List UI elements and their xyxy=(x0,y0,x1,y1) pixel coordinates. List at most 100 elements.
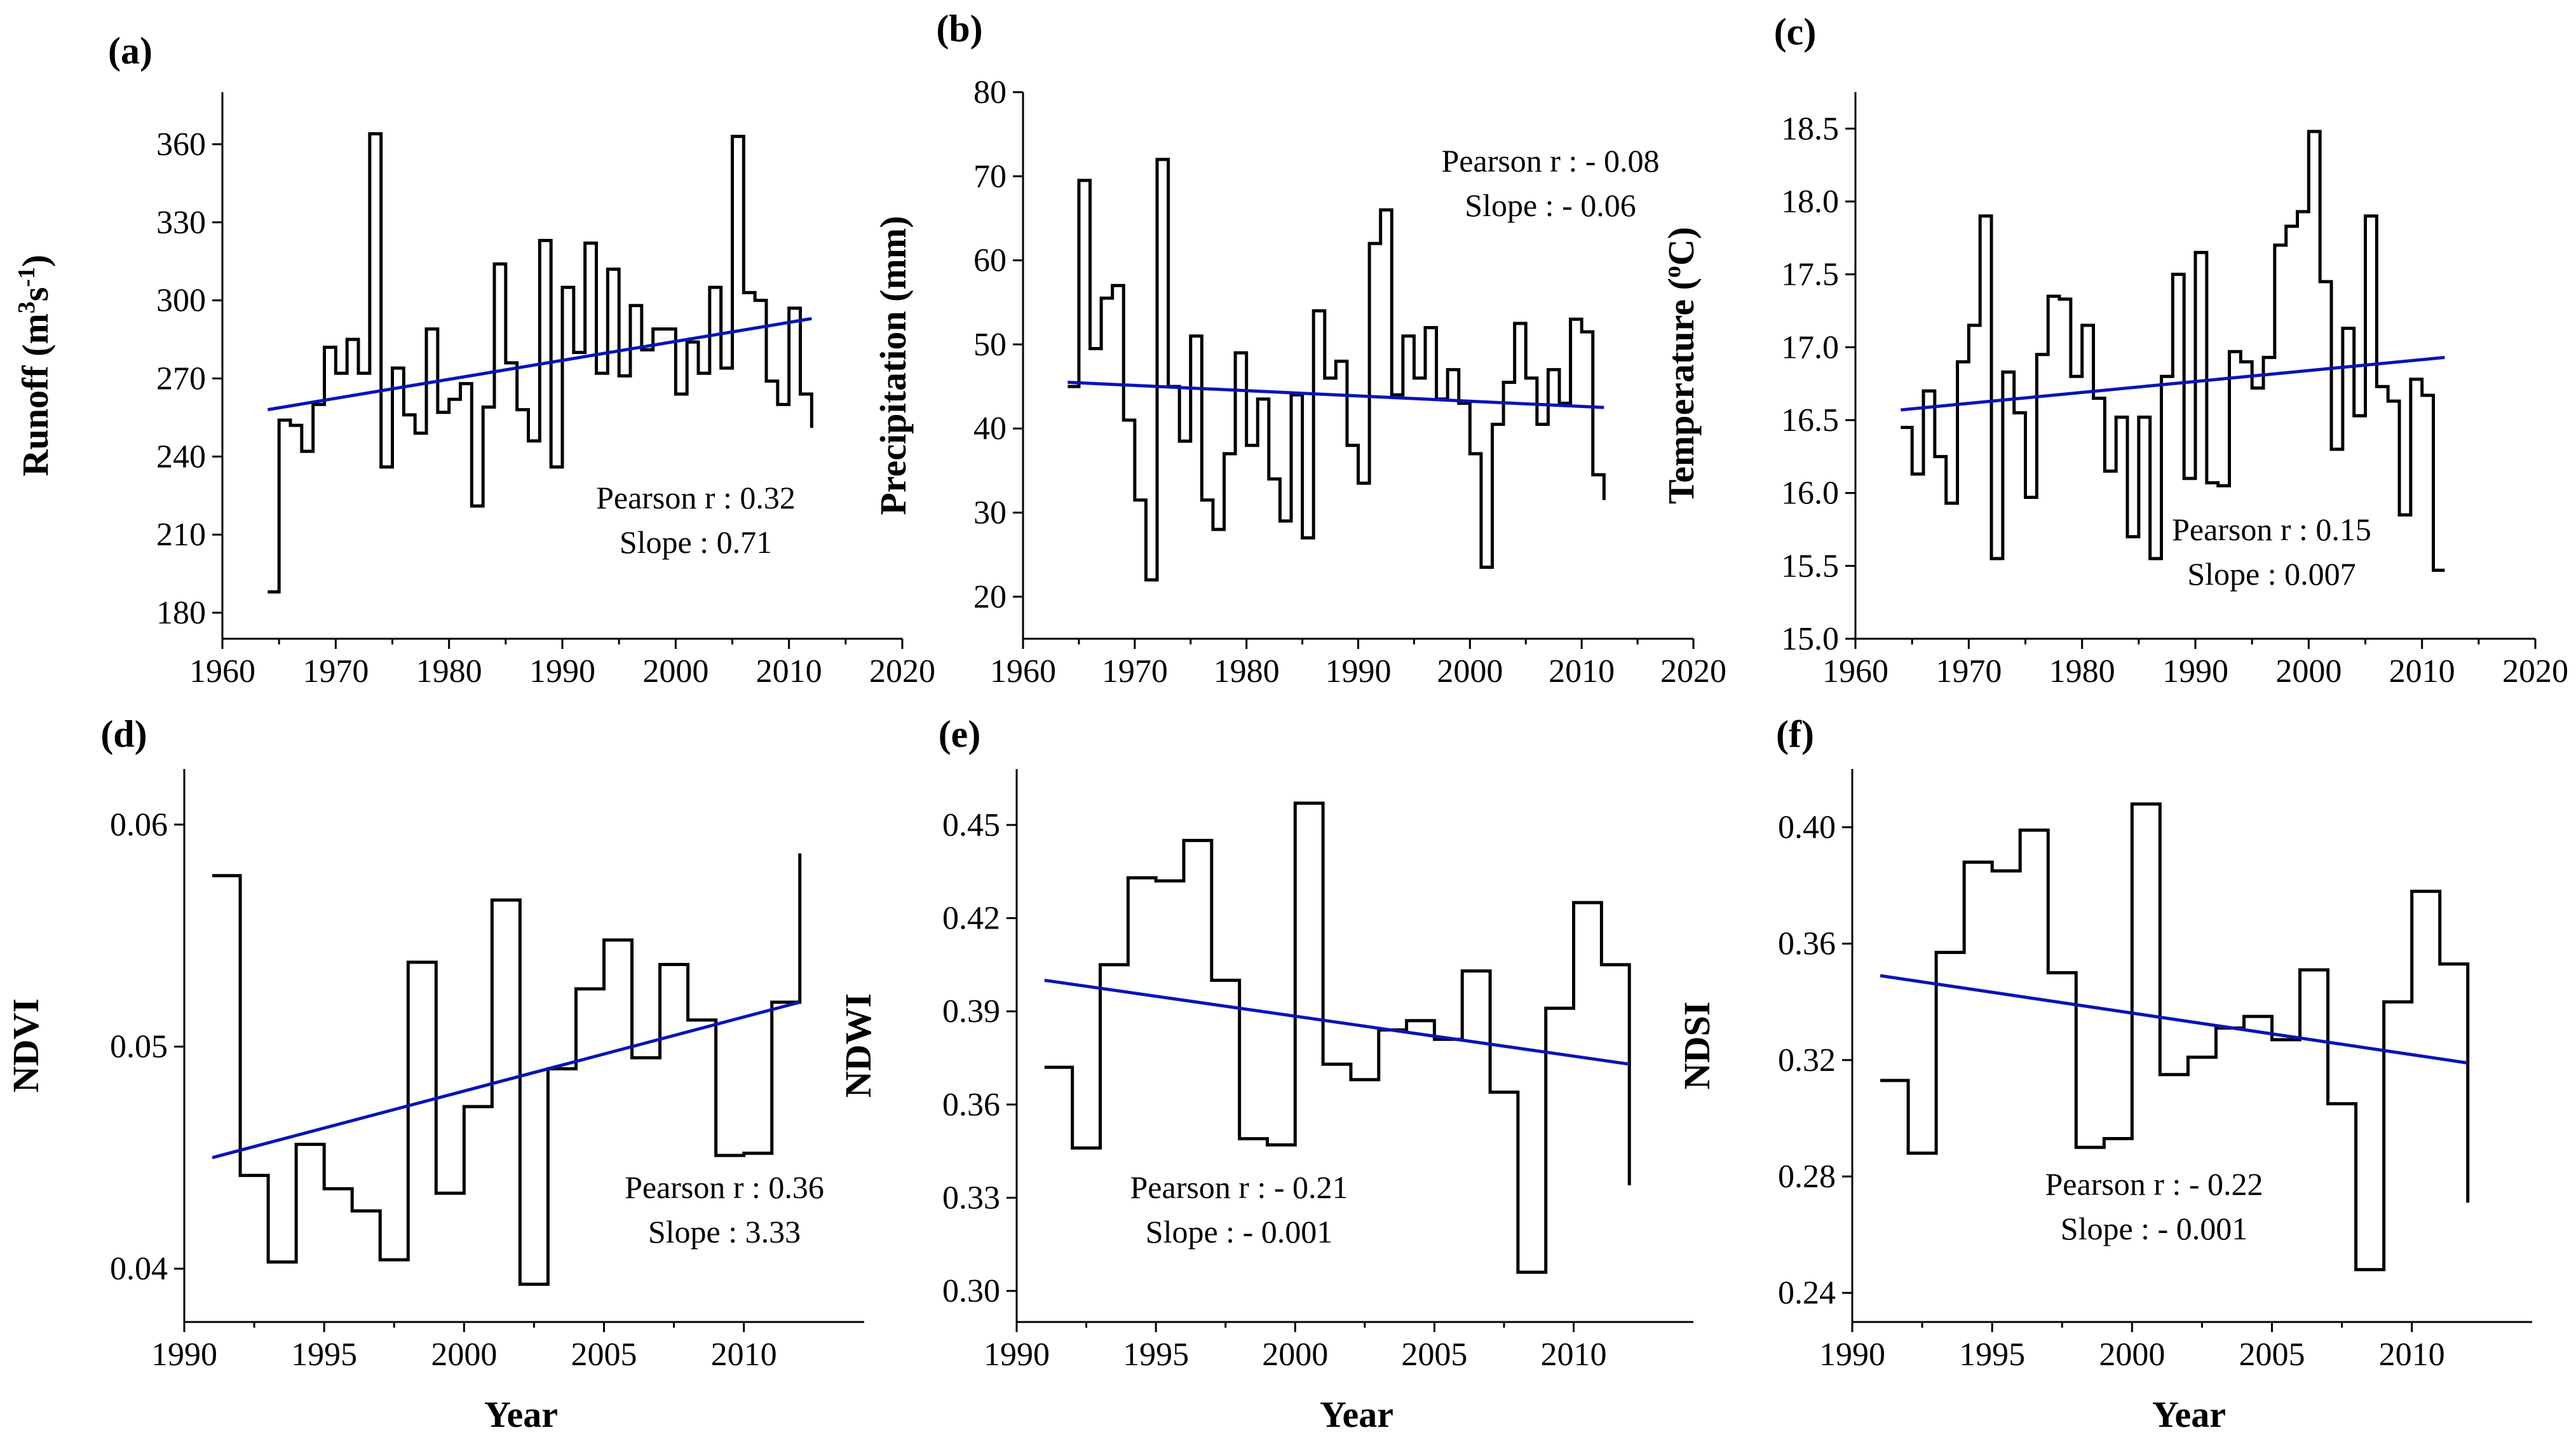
x-tick-label: 2010 xyxy=(1549,653,1615,690)
chart-panel-2: (b)1960 1970 1980 1990 2000 2010 2020203040506… xyxy=(872,8,1726,690)
y-axis-title-part: C) xyxy=(1660,227,1702,266)
x-tick-label: 1990 xyxy=(151,1337,217,1373)
x-tick-label: 1980 xyxy=(2049,653,2115,690)
y-axis-title-part: Temperature ( xyxy=(1660,278,1702,504)
y-axis-title: Temperature (oC) xyxy=(1659,227,1702,504)
x-tick-label: 1990 xyxy=(2162,653,2228,690)
x-tick-label: 1980 xyxy=(416,653,482,690)
y-tick-label: 50 xyxy=(973,327,1007,363)
trend-line xyxy=(212,1000,801,1159)
trend-line xyxy=(1044,978,1630,1066)
pearson-annotation: Pearson r : 0.32 xyxy=(596,480,796,515)
y-tick-label: 0.30 xyxy=(942,1273,1000,1309)
trend-line xyxy=(267,317,812,412)
x-tick-label: 1970 xyxy=(1935,653,2002,690)
series-line-ndwi xyxy=(1044,801,1631,1274)
x-tick-label: 2010 xyxy=(2389,653,2455,690)
x-tick-label: 1990 xyxy=(1819,1337,1885,1373)
panel-label: (e) xyxy=(939,713,981,755)
y-axis-title-part: 3 xyxy=(13,301,40,313)
y-tick-label: 180 xyxy=(156,595,206,631)
slope-annotation: Slope : - 0.001 xyxy=(1146,1214,1332,1250)
y-axis-title: Precipitation (mm) xyxy=(872,216,914,515)
y-tick-label: 0.06 xyxy=(110,807,168,843)
y-tick-label: 0.40 xyxy=(1778,810,1836,846)
y-tick-label: 0.36 xyxy=(1778,926,1836,962)
y-tick-label: 0.39 xyxy=(942,993,1000,1030)
panel-label: (a) xyxy=(108,30,153,72)
series-line-temperature xyxy=(1901,130,2445,572)
x-tick-label: 2005 xyxy=(2239,1337,2305,1373)
pearson-annotation: Pearson r : - 0.22 xyxy=(2045,1166,2263,1202)
y-tick-label: 70 xyxy=(973,158,1007,194)
y-tick-label: 20 xyxy=(973,579,1007,615)
x-tick-label: 1960 xyxy=(1822,653,1888,690)
trend-line xyxy=(1880,974,2469,1065)
panel-label: (f) xyxy=(1776,713,1814,755)
pearson-annotation: Pearson r : 0.15 xyxy=(2172,512,2371,547)
series-line-ndvi xyxy=(212,853,802,1286)
panel-label: (c) xyxy=(1774,11,1817,53)
y-tick-label: 16.0 xyxy=(1781,475,1839,512)
y-axis-title: Runoff (m3s-1) xyxy=(13,255,56,477)
y-tick-label: 16.5 xyxy=(1781,402,1839,439)
y-tick-label: 0.32 xyxy=(1778,1042,1836,1079)
x-tick-label: 2000 xyxy=(642,653,708,690)
x-tick-label: 2020 xyxy=(1660,653,1726,690)
y-axis-title-part: s xyxy=(15,287,56,302)
chart-panel-4: (d) 1990 1995 2000 2005 2010 0.04 0.05 0.06 NDVI Y… xyxy=(5,713,864,1435)
slope-annotation: Slope : 0.007 xyxy=(2187,556,2356,592)
x-tick-label: 2010 xyxy=(711,1337,777,1373)
y-tick-label: 0.05 xyxy=(110,1029,168,1065)
y-tick-label: 80 xyxy=(973,74,1007,111)
y-tick-label: 60 xyxy=(973,243,1007,279)
y-tick-label: 270 xyxy=(156,360,206,397)
x-tick-label: 2010 xyxy=(1541,1337,1607,1373)
x-tick-label: 1990 xyxy=(529,653,595,690)
x-tick-label: 2010 xyxy=(756,653,822,690)
y-tick-label: 360 xyxy=(156,126,206,163)
y-axis-title: NDVI xyxy=(5,998,46,1093)
x-tick-label: 2000 xyxy=(1262,1337,1328,1373)
y-axis-title-part: o xyxy=(1659,266,1686,278)
x-tick-label: 1960 xyxy=(189,653,255,690)
panel-label: (d) xyxy=(100,713,147,755)
x-tick-label: 2005 xyxy=(571,1337,637,1373)
y-tick-label: 0.33 xyxy=(942,1180,1000,1216)
series-line-ndsi xyxy=(1880,802,2470,1272)
y-tick-label: 300 xyxy=(156,283,206,319)
y-tick-label: 0.45 xyxy=(942,807,1000,843)
y-tick-label: 210 xyxy=(156,517,206,553)
chart-panel-1: (a) 1960 1970 1980 1990 2000 2010 2020 180 210 240… xyxy=(13,30,935,690)
y-tick-label: 0.04 xyxy=(110,1251,168,1287)
y-tick-label: 17.0 xyxy=(1781,329,1839,365)
pearson-annotation: Pearson r : - 0.08 xyxy=(1442,143,1660,179)
chart-panel-6: (f) 1990 1995 2000 2005 2010 0.24 0.28 0.32 0.36 0… xyxy=(1676,713,2532,1435)
slope-annotation: Slope : - 0.06 xyxy=(1465,187,1636,223)
chart-panel-5: (e) 1990 1995 2000 2005 2010 0.30 0.33 0.36 0.39 0… xyxy=(837,713,1693,1435)
x-tick-label: 2000 xyxy=(2275,653,2342,690)
y-tick-label: 30 xyxy=(973,495,1007,531)
x-tick-label: 2005 xyxy=(1401,1337,1467,1373)
trend-line xyxy=(1068,380,1604,409)
slope-annotation: Slope : - 0.001 xyxy=(2061,1211,2247,1246)
trend-line xyxy=(1901,355,2445,412)
y-axis-title-part: ) xyxy=(15,255,56,267)
x-tick-label: 1990 xyxy=(1325,653,1392,690)
y-tick-label: 0.36 xyxy=(942,1087,1000,1123)
y-tick-label: 15.0 xyxy=(1781,621,1839,657)
x-tick-label: 2020 xyxy=(869,653,935,690)
series-line-runoff xyxy=(268,132,813,594)
y-tick-label: 330 xyxy=(156,205,206,241)
y-tick-label: 18.0 xyxy=(1781,184,1839,220)
x-tick-label: 1995 xyxy=(1959,1337,2025,1373)
x-tick-label: 1970 xyxy=(1102,653,1168,690)
y-tick-label: 0.24 xyxy=(1778,1275,1836,1311)
y-tick-label: 17.5 xyxy=(1781,257,1839,293)
x-tick-label: 2000 xyxy=(1437,653,1503,690)
x-axis-title: Year xyxy=(1320,1394,1393,1435)
x-tick-label: 1990 xyxy=(984,1337,1050,1373)
y-tick-label: 0.42 xyxy=(942,901,1000,937)
y-tick-label: 40 xyxy=(973,411,1007,447)
